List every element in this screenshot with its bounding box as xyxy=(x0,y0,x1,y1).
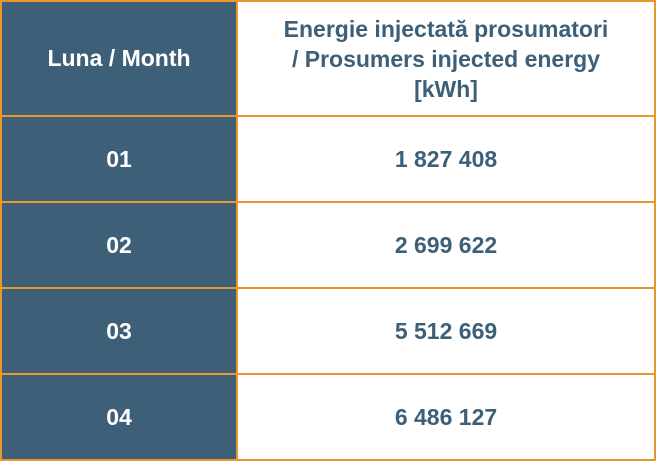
table-cell: 02 xyxy=(0,201,238,289)
table-cell: 5 512 669 xyxy=(236,287,656,375)
table-cell: 01 xyxy=(0,115,238,203)
table-row: 04 6 486 127 xyxy=(0,373,656,461)
table-cell: 6 486 127 xyxy=(236,373,656,461)
header-line: / Prosumers injected energy xyxy=(291,45,601,72)
table-row: 02 2 699 622 xyxy=(0,201,656,289)
table-cell: 2 699 622 xyxy=(236,201,656,289)
table-row: 01 1 827 408 xyxy=(0,115,656,203)
table-row: 03 5 512 669 xyxy=(0,287,656,375)
table-cell: 04 xyxy=(0,373,238,461)
table-cell: 03 xyxy=(0,287,238,375)
header-line: Energie injectată prosumatori xyxy=(283,15,609,42)
header-cell: Energie injectată prosumatori / Prosumers… xyxy=(236,0,656,117)
table-cell: 1 827 408 xyxy=(236,115,656,203)
header-cell: Luna / Month xyxy=(0,0,238,117)
header-line: [kWh] xyxy=(414,75,478,102)
header-row: Luna / Month Energie injectată prosumato… xyxy=(0,0,656,117)
table-body: 01 1 827 408 02 2 699 622 03 5 512 669 04 6 486… xyxy=(0,115,656,461)
